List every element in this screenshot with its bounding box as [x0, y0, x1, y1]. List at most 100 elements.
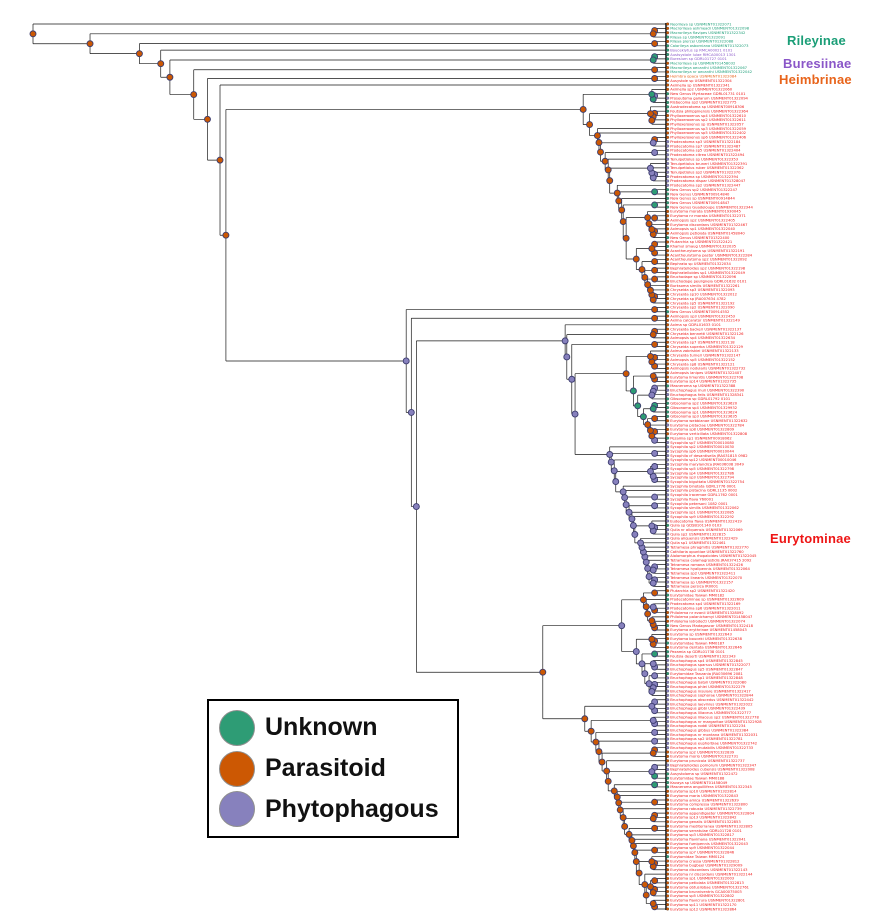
- tip-state-dot-icon: [666, 458, 670, 462]
- tip-label: Prodecatoma sp2 USNMENT01322447: [670, 184, 741, 188]
- tip-state-dot-icon: [666, 423, 670, 427]
- internal-node-dot-icon: [651, 728, 659, 736]
- internal-node-dot-icon: [651, 75, 659, 82]
- tip-state-dot-icon: [666, 580, 670, 584]
- tip-label: Calorileya osborniana USNMENT01322073: [670, 44, 749, 48]
- tip-label: Bruchophagus phlei USNMENT01322279: [670, 685, 746, 689]
- tip-label: Ausystole sp USNMENT01322304: [670, 79, 732, 83]
- legend-label-phytophagous: Phytophagous: [265, 794, 439, 823]
- legend-item-unknown: Unknown: [219, 709, 447, 746]
- legend-item-phytophagous: Phytophagous: [219, 791, 447, 828]
- tip-state-dot-icon: [666, 645, 670, 649]
- tip-state-dot-icon: [666, 61, 670, 65]
- tip-state-dot-icon: [666, 362, 670, 366]
- internal-node-dot-icon: [610, 787, 618, 795]
- tip-label: New Genus USNMENT01322400: [670, 236, 730, 240]
- internal-node-dot-icon: [613, 793, 621, 801]
- tip-label: Prodecatoma sp USNMENT01322394: [670, 175, 739, 179]
- internal-node-dot-icon: [651, 824, 659, 832]
- tip-state-dot-icon: [666, 850, 670, 854]
- tip-state-dot-icon: [666, 824, 670, 828]
- tip-state-dot-icon: [666, 336, 670, 340]
- tip-label: Eurytoma petiolata USNMENT01322813: [670, 881, 744, 885]
- tip-state-dot-icon: [666, 340, 670, 344]
- internal-node-dot-icon: [647, 164, 654, 172]
- tip-label: Phylloxeroxenus sp6 USNMENT01322406: [670, 136, 746, 140]
- tip-state-dot-icon: [666, 66, 670, 70]
- tip-state-dot-icon: [666, 297, 670, 301]
- internal-node-dot-icon: [563, 353, 571, 361]
- internal-node-dot-icon: [592, 738, 600, 746]
- tip-label: Bruchophagus liliaceus sp2 USNMENT013227…: [670, 715, 759, 719]
- tip-state-dot-icon: [666, 135, 670, 139]
- tip-state-dot-icon: [666, 754, 670, 758]
- tip-state-dot-icon: [666, 737, 670, 741]
- tip-label: Eurytoma verticillata USNMENT01322808: [670, 432, 748, 436]
- internal-node-dot-icon: [649, 603, 657, 611]
- tip-state-dot-icon: [666, 497, 670, 501]
- internal-node-dot-icon: [625, 508, 633, 516]
- internal-node-dot-icon: [649, 566, 657, 574]
- tip-state-dot-icon: [666, 506, 670, 510]
- tip-state-dots: [666, 22, 670, 911]
- tip-label: New Genus Guadeloupe USNMENT01322344: [670, 205, 753, 209]
- tip-state-dot-icon: [666, 118, 670, 122]
- tip-label: Phylloxeroxenus sp3 USNMENT01322059: [670, 127, 746, 131]
- tip-state-dot-icon: [666, 876, 670, 881]
- tip-state-dot-icon: [666, 846, 670, 850]
- tip-state-dot-icon: [666, 209, 670, 213]
- tip-state-dot-icon: [666, 772, 670, 776]
- tip-state-dot-icon: [666, 157, 670, 161]
- tip-state-dot-icon: [666, 288, 670, 292]
- tip-label: Sycophila marylandica JRA036038 3049: [670, 463, 744, 467]
- internal-node-dot-icon: [644, 610, 652, 618]
- tip-label: Chryseida backeri USNMENT01322137: [670, 327, 742, 331]
- tip-state-dot-icon: [666, 240, 670, 244]
- tip-label: Macrorileya sp USNMENT01458032: [670, 61, 735, 65]
- tip-state-dot-icon: [666, 35, 670, 39]
- tip-state-dot-icon: [666, 619, 670, 623]
- tip-label: Aximopsis sp5 USNMENT01322152: [670, 358, 735, 362]
- tip-state-dot-icon: [666, 872, 670, 876]
- tip-state-dot-icon: [666, 567, 670, 571]
- tip-state-dot-icon: [666, 471, 670, 475]
- internal-node-dot-icon: [645, 680, 653, 688]
- tip-state-dot-icon: [666, 475, 670, 479]
- tip-state-dot-icon: [666, 122, 670, 126]
- internal-node-dot-icon: [610, 467, 618, 475]
- tip-state-dot-icon: [666, 109, 670, 113]
- internal-node-dot-icon: [648, 635, 656, 643]
- internal-node-dot-icon: [595, 139, 603, 146]
- tip-state-dot-icon: [666, 196, 670, 200]
- internal-node-dot-icon: [157, 60, 165, 68]
- internal-node-dot-icon: [639, 596, 647, 604]
- tip-label: Bruchodape peuligneia GDRL01632 0101: [670, 279, 746, 283]
- tip-label: Chryseida sp2 USNMENT01322090: [670, 306, 735, 310]
- internal-node-dot-icon: [651, 266, 659, 274]
- internal-node-dot-icon: [641, 670, 649, 678]
- tip-label: Austrodecatoma sp USNMENT00918306: [670, 105, 745, 109]
- internal-node-dot-icon: [647, 110, 654, 118]
- tip-label: Eurytoma mediterranea USNMENT01322805: [670, 824, 753, 828]
- tip-state-dot-icon: [666, 528, 670, 532]
- tip-label: Plutarchia sp2 USNMENT01322420: [670, 589, 735, 593]
- tip-label: Bruchodape sp USNMENT01322096: [670, 275, 737, 279]
- internal-node-dot-icon: [629, 842, 637, 850]
- tip-label: Eurytomidae Taiwan MM0187: [670, 641, 725, 645]
- tip-state-dot-icon: [666, 890, 670, 894]
- internal-node-dot-icon: [598, 758, 606, 766]
- internal-node-dot-icon: [581, 715, 589, 723]
- tip-state-dot-icon: [666, 105, 670, 109]
- internal-node-dot-icon: [615, 799, 623, 807]
- tip-label: Eurytoma brunniventris GCA00075003: [670, 890, 742, 894]
- tip-state-dot-icon: [666, 327, 670, 331]
- tip-label: Eurytoma genalis USNMENT01322853: [670, 820, 741, 824]
- tip-label: Eurytoma sp13 USNMENT01322842: [670, 816, 736, 820]
- internal-node-dot-icon: [651, 798, 659, 806]
- tip-label: Bephratelloides cubensis USNMENT01322008: [670, 768, 755, 772]
- tip-state-dot-icon: [666, 855, 670, 859]
- tip-state-dot-icon: [666, 192, 670, 196]
- tip-state-dot-icon: [666, 519, 670, 523]
- tip-label: Bruchophagus felis USNMENT01328341: [670, 393, 744, 397]
- tip-label: Sycophila sp12 USNMENT00010046: [670, 458, 737, 462]
